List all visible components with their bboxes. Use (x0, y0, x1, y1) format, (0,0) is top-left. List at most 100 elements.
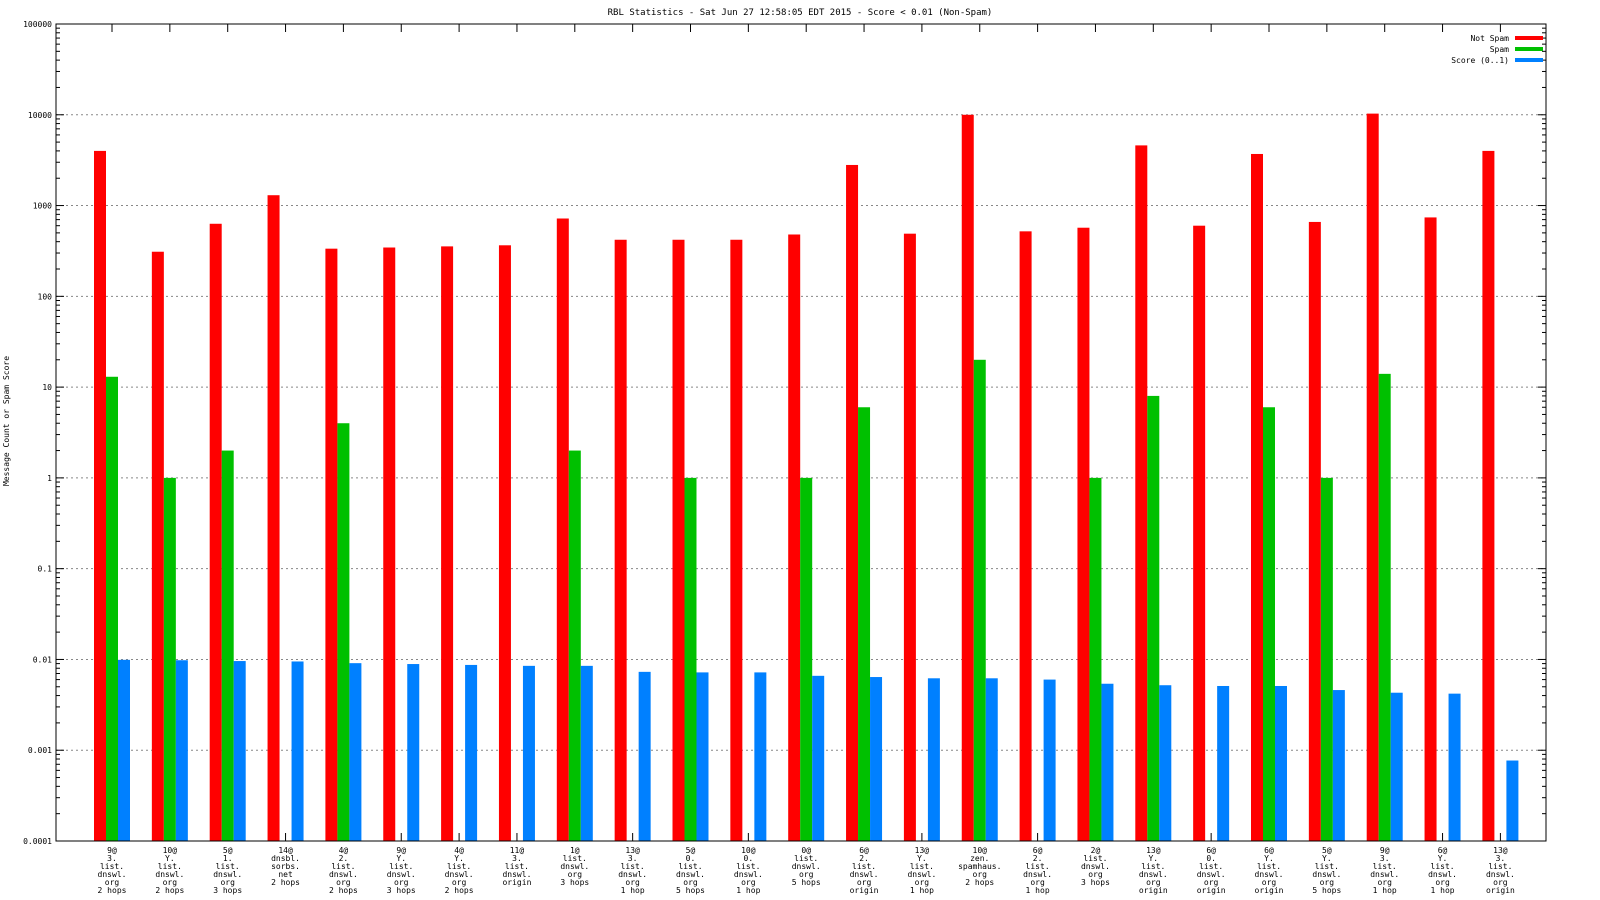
y-tick-label: 1000 (33, 202, 52, 211)
bar-spam (163, 477, 176, 841)
x-tick-label: org (1262, 878, 1277, 887)
bar-not-spam (846, 164, 859, 841)
bar-score-0-1 (1506, 760, 1519, 841)
x-tick-label: Y. (1264, 854, 1274, 863)
x-tick-label: org (105, 878, 120, 887)
x-tick-label: org (1088, 870, 1103, 879)
x-tick-label: dnswl. (213, 870, 242, 879)
x-tick-label: list. (1315, 862, 1339, 871)
x-tick-label: dnswl. (502, 870, 531, 879)
x-tick-label: org (799, 870, 814, 879)
x-tick-label: dnswl. (734, 870, 763, 879)
y-tick-label: 10000 (28, 111, 52, 120)
x-tick-label: org (625, 878, 640, 887)
x-tick-label: 2. (339, 854, 349, 863)
x-tick-label: 4@ (339, 846, 349, 855)
bar-spam (973, 359, 986, 841)
x-tick-label: 6@ (1033, 846, 1043, 855)
x-tick-label: 2 hops (329, 886, 358, 895)
x-tick-label: dnswl. (1370, 870, 1399, 879)
plot-frame (55, 23, 1547, 842)
x-tick-label: 13@ (1493, 846, 1508, 855)
x-tick-label: dnswl. (1486, 870, 1515, 879)
x-tick-label: spamhaus. (958, 862, 1001, 871)
x-tick-label: 2. (859, 854, 869, 863)
x-tick-label: origin (1197, 886, 1226, 895)
x-tick-label: dnswl. (1312, 870, 1341, 879)
x-tick-label: 2 hops (155, 886, 184, 895)
x-tick-label: 2@ (1091, 846, 1101, 855)
bar-not-spam (1366, 113, 1379, 842)
x-tick-label: dnswl. (1197, 870, 1226, 879)
x-tick-label: 14@ (278, 846, 293, 855)
chart-title: RBL Statistics - Sat Jun 27 12:58:05 EDT… (608, 8, 993, 18)
bar-not-spam (151, 251, 164, 841)
y-tick-label: 0.1 (38, 565, 53, 574)
x-tick-label: 0. (686, 854, 696, 863)
y-tick-label: 100 (38, 292, 53, 301)
bar-spam (684, 477, 697, 841)
x-tick-label: dnswl. (1023, 870, 1052, 879)
bar-score-0-1 (1159, 685, 1172, 841)
x-tick-label: dnsbl. (271, 854, 300, 863)
bar-not-spam (961, 114, 974, 842)
x-tick-label: 1 hop (1373, 886, 1397, 895)
x-tick-label: dnswl. (1139, 870, 1168, 879)
bar-not-spam (267, 195, 280, 841)
x-tick-label: 3. (107, 854, 117, 863)
x-tick-label: 6@ (1206, 846, 1216, 855)
x-tick-label: 9@ (396, 846, 406, 855)
bar-spam (221, 450, 234, 841)
x-tick-label: org (1377, 878, 1392, 887)
bar-score-0-1 (407, 664, 420, 841)
x-tick-label: list. (736, 862, 760, 871)
bar-spam (1147, 395, 1160, 841)
y-tick-label: 1 (47, 474, 52, 483)
bar-not-spam (1251, 153, 1263, 841)
bar-not-spam (325, 248, 338, 842)
x-tick-label: 5@ (686, 846, 696, 855)
bar-not-spam (903, 233, 916, 842)
bar-score-0-1 (1217, 685, 1230, 841)
bar-spam (337, 423, 350, 841)
x-tick-label: 3. (628, 854, 638, 863)
bar-spam (106, 376, 118, 841)
bar-score-0-1 (985, 678, 998, 841)
x-tick-label: 13@ (915, 846, 930, 855)
x-tick-label: 10@ (741, 846, 756, 855)
x-tick-label: dnswl. (907, 870, 936, 879)
x-tick-label: 1 hop (736, 886, 760, 895)
x-tick-label: Y. (1148, 854, 1158, 863)
legend-swatch (1515, 58, 1543, 62)
x-tick-label: 3 hops (387, 886, 416, 895)
x-tick-label: list. (1431, 862, 1455, 871)
x-tick-label: 3. (1496, 854, 1506, 863)
x-tick-label: dnswl. (850, 870, 879, 879)
x-tick-label: Y. (165, 854, 175, 863)
x-tick-label: origin (502, 878, 531, 887)
x-tick-label: list. (794, 854, 818, 863)
x-tick-label: list. (852, 862, 876, 871)
x-tick-label: 5 hops (676, 886, 705, 895)
x-tick-label: 10@ (163, 846, 178, 855)
x-tick-label: 0. (744, 854, 754, 863)
x-tick-label: list. (563, 854, 587, 863)
legend: Not Spam Spam Score (0..1) (1451, 34, 1543, 65)
x-tick-label: 2 hops (445, 886, 474, 895)
bar-score-0-1 (465, 664, 478, 841)
bar-not-spam (94, 150, 106, 842)
x-tick-label: Y. (1438, 854, 1448, 863)
bars-layer (94, 113, 1519, 842)
bar-not-spam (556, 218, 569, 841)
x-tick-label: net (278, 870, 293, 879)
x-tick-label: Y. (396, 854, 406, 863)
bar-score-0-1 (696, 672, 709, 841)
x-tick-label: org (163, 878, 178, 887)
x-tick-label: dnswl. (1081, 862, 1110, 871)
bar-not-spam (1019, 231, 1032, 842)
bar-score-0-1 (638, 671, 651, 841)
x-tick-label: 6@ (859, 846, 869, 855)
x-tick-label: org (336, 878, 351, 887)
bar-spam (1263, 407, 1275, 841)
y-tick-label: 100000 (23, 20, 52, 29)
